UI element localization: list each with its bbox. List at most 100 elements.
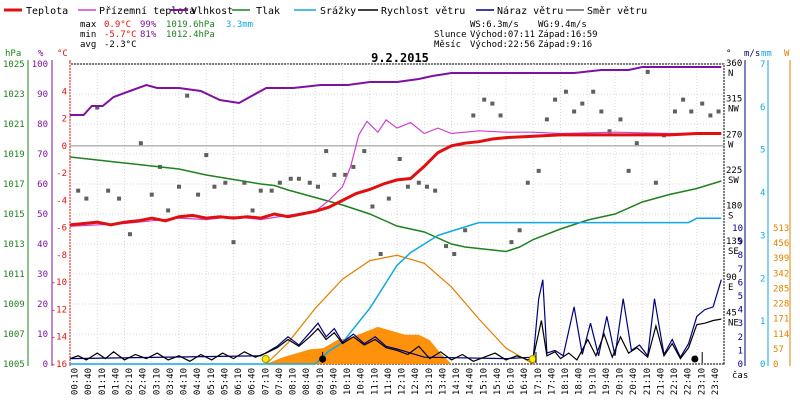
wind-speed-info: WS:6.3m/s bbox=[470, 20, 519, 30]
hpa-tick-label: 1025 bbox=[3, 60, 25, 70]
percent-tick-label: 70 bbox=[37, 150, 48, 160]
time-tick-label: 07:10 bbox=[261, 368, 271, 395]
wind-direction-point bbox=[433, 188, 438, 193]
percent-tick-label: 40 bbox=[37, 240, 48, 250]
wind-direction-point bbox=[599, 109, 604, 114]
wind-direction-point bbox=[149, 192, 154, 197]
series-layer bbox=[69, 66, 722, 365]
time-tick-label: 11:10 bbox=[370, 368, 380, 395]
wind-direction-point bbox=[76, 188, 81, 193]
wind-direction-point bbox=[525, 180, 530, 185]
solar-tick-label: 114 bbox=[773, 330, 789, 340]
time-tick-label: 21:40 bbox=[656, 368, 666, 395]
stats-avg-label: avg bbox=[80, 40, 96, 50]
rain-line bbox=[70, 217, 722, 365]
direction-tick-deg: 180 bbox=[726, 202, 742, 212]
time-tick-label: 22:40 bbox=[684, 368, 694, 395]
wind-tick-label: 5 bbox=[738, 292, 743, 302]
wind-direction-point bbox=[463, 228, 468, 233]
time-tick-label: 21:10 bbox=[643, 368, 653, 395]
percent-tick-label: 0 bbox=[43, 360, 48, 370]
percent-tick-label: 20 bbox=[37, 300, 48, 310]
wind-direction-point bbox=[370, 204, 375, 209]
time-tick-label: 05:40 bbox=[220, 368, 230, 395]
wind-direction-point bbox=[536, 168, 541, 173]
percent-tick-label: 30 bbox=[37, 270, 48, 280]
stats-max-rain: 3.3mm bbox=[226, 20, 253, 30]
wind-direction-point bbox=[645, 69, 650, 74]
humidity-line bbox=[70, 66, 722, 116]
wind-direction-point bbox=[315, 184, 320, 189]
rain-tick-label: 6 bbox=[760, 103, 765, 113]
hpa-tick-label: 1015 bbox=[3, 210, 25, 220]
wind-direction-point bbox=[196, 192, 201, 197]
grid bbox=[69, 63, 725, 365]
time-tick-label: 10:40 bbox=[357, 368, 367, 395]
time-tick-label: 19:10 bbox=[588, 368, 598, 395]
wind-direction-point bbox=[84, 196, 89, 201]
pressure-line bbox=[69, 156, 722, 253]
wind-direction-point bbox=[212, 184, 217, 189]
wind-direction-point bbox=[716, 109, 721, 114]
solar-theoretical-line bbox=[265, 254, 534, 365]
rain-tick-label: 3 bbox=[760, 231, 765, 241]
direction-tick-deg: 360 bbox=[726, 59, 742, 69]
wind-direction-point bbox=[700, 101, 705, 106]
wind-direction-point bbox=[242, 180, 247, 185]
wind-tick-label: 4 bbox=[738, 306, 743, 316]
solar-tick-label: 57 bbox=[773, 345, 784, 355]
wind-direction-point bbox=[343, 172, 348, 177]
wind-direction-point bbox=[166, 208, 171, 213]
legend-humidity: Vlhkost bbox=[191, 6, 233, 17]
time-tick-label: 01:10 bbox=[98, 368, 108, 395]
wind-unit: m/s bbox=[744, 49, 760, 59]
time-tick-label: 02:40 bbox=[139, 368, 149, 395]
hpa-tick-label: 1009 bbox=[3, 300, 25, 310]
wind-direction-point bbox=[471, 113, 476, 118]
wind-direction-point bbox=[296, 176, 301, 181]
wind-direction-point bbox=[332, 172, 337, 177]
wind-tick-label: 6 bbox=[738, 278, 743, 288]
hpa-tick-label: 1019 bbox=[3, 150, 25, 160]
percent-tick-label: 80 bbox=[37, 120, 48, 130]
time-tick-label: 08:10 bbox=[289, 368, 299, 395]
time-tick-label: 02:10 bbox=[125, 368, 135, 395]
wind-direction-point bbox=[482, 97, 487, 102]
wind-direction-point bbox=[351, 164, 356, 169]
temp-unit: °C bbox=[57, 49, 68, 59]
wind-tick-label: 7 bbox=[738, 265, 743, 275]
time-tick-label: 15:10 bbox=[479, 368, 489, 395]
chart-title: 9.2.2015 bbox=[371, 51, 429, 65]
wind-tick-label: 8 bbox=[738, 251, 743, 261]
wind-direction-point bbox=[689, 109, 694, 114]
direction-tick-deg: 225 bbox=[726, 166, 742, 176]
axis-ticks: 1025102310211019101710151013101110091007… bbox=[3, 59, 789, 395]
percent-tick-label: 50 bbox=[37, 210, 48, 220]
time-tick-label: 14:40 bbox=[466, 368, 476, 395]
wind-tick-label: 3 bbox=[738, 319, 743, 329]
percent-tick-label: 60 bbox=[37, 180, 48, 190]
wind-direction-point bbox=[509, 240, 514, 245]
legend-pressure: Tlak bbox=[256, 6, 280, 17]
wind-direction-point bbox=[288, 176, 293, 181]
wind-direction-point bbox=[708, 113, 713, 118]
wind-direction-point bbox=[258, 188, 263, 193]
time-tick-label: 00:10 bbox=[71, 368, 81, 395]
stats-min-temp: -5.7°C bbox=[104, 30, 137, 40]
moonset-info: Západ:9:16 bbox=[538, 40, 592, 50]
stats-min-hum: 81% bbox=[140, 30, 157, 40]
legend-wind-direction: Směr větru bbox=[587, 5, 647, 17]
direction-tick-dir: SW bbox=[728, 176, 739, 186]
time-tick-label: 12:10 bbox=[398, 368, 408, 395]
wind-direction-point bbox=[563, 89, 568, 94]
time-tick-label: 23:10 bbox=[697, 368, 707, 395]
time-tick-label: 18:40 bbox=[575, 368, 585, 395]
rain-tick-label: 4 bbox=[760, 189, 765, 199]
wind-direction-point bbox=[397, 157, 402, 161]
direction-tick-deg: 315 bbox=[726, 95, 742, 105]
wind-speed-line bbox=[69, 318, 722, 362]
time-axis-label: čas bbox=[732, 370, 748, 381]
direction-tick-dir: NE bbox=[728, 318, 739, 328]
wind-direction-point bbox=[681, 97, 686, 102]
stats-avg-temp: -2.3°C bbox=[104, 40, 137, 50]
